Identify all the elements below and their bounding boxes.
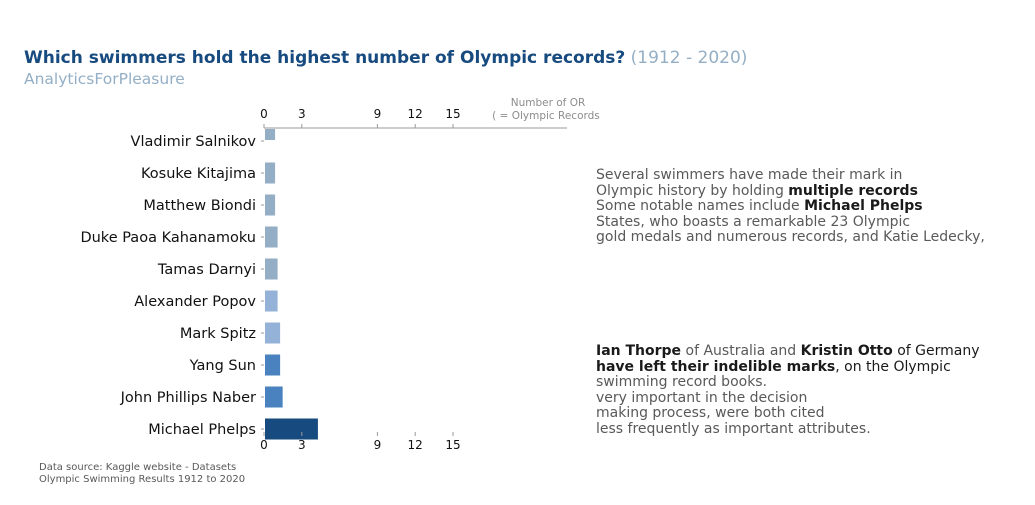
- panel2-line6: less frequently as important attributes.: [596, 420, 871, 437]
- x-tick-label-bottom-3: 3: [298, 438, 306, 452]
- panel1-line2-text: Olympic history by holding: [596, 182, 789, 199]
- bar-tamas-darnyi: [265, 258, 278, 280]
- panel2-line1-end: of Germany: [892, 343, 980, 359]
- category-label-yang-sun: Yang Sun: [189, 358, 256, 374]
- category-label-tamas-darnyi: Tamas Darnyi: [157, 262, 256, 278]
- x-tick-label-top-3: 3: [298, 107, 306, 121]
- panel2-line1: Ian Thorpe of Australia and Kristin Otto…: [596, 343, 1016, 360]
- category-label-michael-phelps: Michael Phelps: [148, 422, 256, 438]
- data-source-line2: Olympic Swimming Results 1912 to 2020: [39, 474, 246, 485]
- panel2-line2-bold: have left their indelible marks: [596, 358, 836, 375]
- bar-kosuke-kitajima: [265, 162, 276, 184]
- annotation-panel-bottom: Ian Thorpe of Australia and Kristin Otto…: [596, 343, 1016, 437]
- x-tick-label-top-9: 9: [374, 107, 382, 121]
- bar-matthew-biondi: [265, 194, 276, 216]
- chart-title: Which swimmers hold the highest number o…: [24, 48, 747, 68]
- category-label-john-phillips-naber: John Phillips Naber: [120, 390, 256, 406]
- category-label-kosuke-kitajima: Kosuke Kitajima: [141, 166, 256, 182]
- panel2-line2: have left their indelible marks, on the …: [596, 358, 1016, 376]
- panel1-line3-text: Some notable names include: [596, 198, 805, 214]
- panel1-line3-bold: Michael Phelps: [804, 198, 923, 214]
- bar-john-phillips-naber: [265, 386, 283, 408]
- x-tick-label-top-0: 0: [260, 107, 268, 121]
- brand-subtitle: AnalyticsForPleasure: [24, 70, 185, 88]
- x-tick-label-bottom-9: 9: [374, 438, 382, 452]
- category-label-duke-paoa-kahanamoku: Duke Paoa Kahanamoku: [80, 230, 256, 246]
- x-tick-label-bottom-0: 0: [260, 438, 268, 452]
- axis-title-line1: Number of OR: [511, 97, 586, 109]
- category-label-alexander-popov: Alexander Popov: [134, 294, 256, 310]
- panel1-line2: Olympic history by holding multiple reco…: [596, 182, 1016, 200]
- panel1-line3: Some notable names include Michael Phelp…: [596, 198, 1016, 215]
- panel1-line5: gold medals and numerous records, and Ka…: [596, 229, 985, 245]
- category-label-mark-spitz: Mark Spitz: [180, 326, 256, 342]
- panel2-line4: very important in the decision: [596, 389, 808, 406]
- bar-duke-paoa-kahanamoku: [265, 226, 278, 248]
- bar-alexander-popov: [265, 290, 278, 312]
- data-source-line1: Data source: Kaggle website - Datasets: [39, 462, 237, 473]
- bar-yang-sun: [265, 354, 281, 376]
- annotation-panel-top: Several swimmers have made their mark in…: [596, 167, 1016, 246]
- axis-title-line2: ( = Olympic Records): [492, 110, 600, 122]
- bar-michael-phelps: [265, 418, 318, 440]
- category-label-vladimir-salnikov: Vladimir Salnikov: [131, 134, 257, 150]
- x-tick-label-top-12: 12: [408, 107, 423, 121]
- panel1-line1: Several swimmers have made their mark in: [596, 167, 903, 183]
- bar-chart: Vladimir Salnikov Kosuke Kitajima Matthew …: [80, 97, 600, 452]
- panel2-line5: making process, were both cited: [596, 405, 825, 421]
- chart-title-main: Which swimmers hold the highest number o…: [24, 48, 626, 68]
- chart-title-years: (1912 - 2020): [630, 48, 748, 68]
- x-tick-label-bottom-12: 12: [408, 438, 423, 452]
- panel1-line4: States, who boasts a remarkable 23 Olymp…: [596, 213, 911, 230]
- bar-vladimir-salnikov: [265, 129, 276, 140]
- panel1-line2-bold: multiple records: [788, 182, 918, 199]
- panel2-line1-text: of Australia and: [681, 343, 801, 359]
- x-tick-label-bottom-15: 15: [445, 438, 460, 452]
- panel2-line3: swimming record books.: [596, 374, 768, 390]
- data-source: Data source: Kaggle website - Datasets O…: [39, 462, 245, 486]
- panel2-bold-kristin-otto: Kristin Otto: [800, 343, 893, 359]
- panel2-bold-ian-thorpe: Ian Thorpe: [596, 343, 682, 359]
- panel2-line2-end: , on the Olympic: [835, 358, 951, 375]
- category-label-matthew-biondi: Matthew Biondi: [143, 198, 256, 214]
- bar-mark-spitz: [265, 322, 281, 344]
- x-tick-label-top-15: 15: [445, 107, 460, 121]
